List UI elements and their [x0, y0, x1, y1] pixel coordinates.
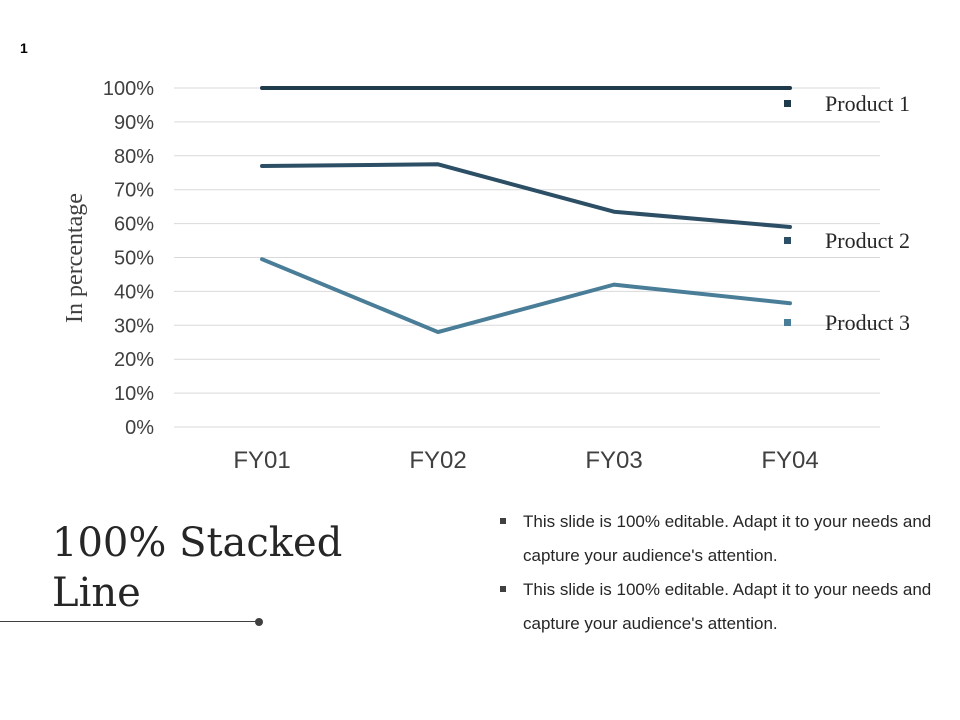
y-axis-ticks: 0% 10% 20% 30% 40% 50% 60% 70% 80% 90% 100% [103, 78, 154, 439]
legend-marker [784, 100, 791, 107]
chart-series [260, 86, 792, 335]
y-tick-label: 70% [114, 180, 154, 202]
legend-label: Product 1 [825, 91, 910, 116]
y-axis-label: In percentage [62, 193, 88, 323]
title-underline [0, 621, 258, 622]
x-tick-label: FY04 [761, 447, 818, 474]
y-tick-label: 40% [114, 281, 154, 303]
bullet-square-icon [500, 586, 506, 592]
title-underline-dot [255, 618, 263, 626]
y-tick-label: 0% [125, 417, 154, 439]
y-tick-label: 90% [114, 112, 154, 134]
x-tick-label: FY02 [409, 447, 466, 474]
legend-label: Product 2 [825, 228, 910, 253]
y-tick-label: 80% [114, 146, 154, 168]
x-tick-label: FY03 [585, 447, 642, 474]
legend-label: Product 3 [825, 310, 910, 335]
line-chart: 0%10%20%30%40%50%60%70%80%90%100% FY01 FY… [62, 78, 910, 474]
bullet-list: This slide is 100% editable. Adapt it to… [497, 505, 937, 641]
bullet-item: This slide is 100% editable. Adapt it to… [497, 573, 937, 641]
y-tick-label: 20% [114, 349, 154, 371]
chart-legend: Product 1 Product 2 Product 3 [784, 91, 910, 335]
y-tick-label: 50% [114, 248, 154, 270]
bullet-text: This slide is 100% editable. Adapt it to… [523, 580, 932, 633]
legend-marker [784, 237, 791, 244]
series-line [260, 162, 792, 229]
x-tick-label: FY01 [233, 447, 290, 474]
y-tick-label: 100% [103, 78, 154, 100]
bullet-square-icon [500, 518, 506, 524]
legend-marker [784, 319, 791, 326]
y-tick-label: 10% [114, 383, 154, 405]
bullet-text: This slide is 100% editable. Adapt it to… [523, 512, 932, 565]
x-axis-ticks: FY01 FY02 FY03 FY04 [233, 447, 818, 474]
chart-gridlines [174, 87, 880, 428]
bullet-item: This slide is 100% editable. Adapt it to… [497, 505, 937, 573]
series-line [260, 257, 792, 335]
slide-number: 1 [20, 40, 28, 56]
y-tick-label: 60% [114, 214, 154, 236]
y-tick-label: 30% [114, 315, 154, 337]
slide-title: 100% Stacked Line [52, 520, 343, 616]
